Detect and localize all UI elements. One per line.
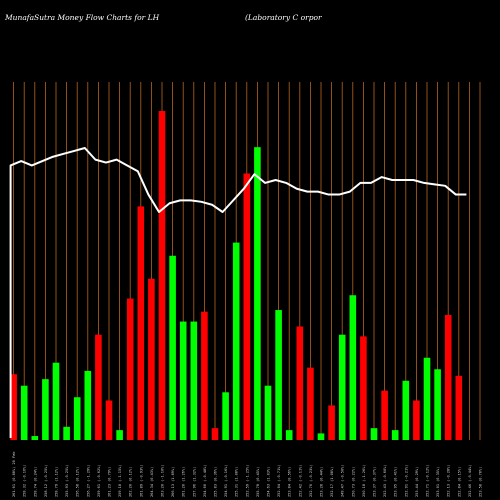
money-flow-bar bbox=[232, 242, 240, 440]
money-flow-bar bbox=[243, 173, 251, 440]
x-tick-label: 253.28 (0.44%) bbox=[320, 467, 324, 497]
x-tick-label: 264.34 (0.43%) bbox=[150, 467, 154, 497]
money-flow-bar bbox=[190, 321, 198, 440]
money-flow-bar bbox=[84, 370, 92, 440]
price-line-group bbox=[9, 147, 467, 438]
x-tick-label: 261.89 (-0.93%) bbox=[139, 465, 143, 497]
money-flow-bar bbox=[116, 430, 123, 440]
money-flow-bar bbox=[455, 375, 463, 440]
x-tick-label: 252.71 (-0.12%) bbox=[426, 465, 430, 497]
money-flow-bar bbox=[73, 397, 81, 440]
money-flow-bar bbox=[413, 400, 420, 440]
money-flow-bar bbox=[10, 374, 17, 440]
x-tick-label: 258.12 (-0.25%) bbox=[44, 465, 48, 497]
x-tick-label: 261.23 (0.79%) bbox=[108, 467, 112, 497]
money-flow-bar bbox=[349, 295, 357, 440]
x-tick-label: 255.31 (1.08%) bbox=[235, 467, 239, 497]
money-flow-bar bbox=[307, 367, 314, 440]
x-tick-label: 252.70 (-0.23%) bbox=[309, 465, 313, 497]
x-tick-label: 252.17 (1.08%) bbox=[330, 467, 334, 497]
x-tick-label: 249.47 (-0.50%) bbox=[341, 465, 345, 497]
x-tick-label: 262.20 (0.12%) bbox=[129, 467, 133, 497]
money-flow-bar bbox=[20, 385, 28, 440]
money-flow-bar bbox=[158, 111, 166, 440]
x-tick-label: 250.18 (-1.26%) bbox=[362, 465, 366, 497]
x-tick-label: 252.43 (-0.60%) bbox=[383, 465, 387, 497]
x-tick-label: 252.46 (-0.44%) bbox=[468, 465, 472, 497]
money-flow-bar bbox=[211, 428, 219, 440]
x-tick-label: 252.13 (-0.28%) bbox=[447, 465, 451, 497]
x-tick-label: 253.44 (0.29%) bbox=[415, 467, 419, 497]
x-tick-label: 252.91 (-0.21%) bbox=[404, 465, 408, 497]
money-flow-bar bbox=[285, 430, 293, 440]
money-flow-bar bbox=[296, 326, 304, 440]
money-flow-bar bbox=[264, 385, 272, 440]
money-flow-bar bbox=[137, 206, 145, 440]
money-flow-bar bbox=[31, 436, 39, 440]
money-flow-bar bbox=[42, 379, 49, 440]
x-tick-label: 266.13 (1.89%) bbox=[171, 467, 175, 497]
money-flow-bar bbox=[201, 311, 208, 440]
x-tick-label: 256.58 (0.12%) bbox=[76, 467, 80, 497]
x-tick-label: 255.78 (0.45%) bbox=[256, 467, 260, 497]
chart-title-company: (Laboratory C orpor bbox=[245, 13, 322, 22]
money-flow-bar bbox=[148, 278, 155, 440]
money-flow-bar bbox=[126, 298, 134, 440]
money-flow-bar bbox=[338, 334, 346, 440]
money-flow-bar bbox=[105, 400, 113, 440]
x-tick-label: 258.32 (-0.16%) bbox=[23, 465, 27, 497]
x-tick-label: 252.04 (-0.71%) bbox=[277, 465, 281, 497]
money-flow-bar bbox=[222, 392, 229, 440]
x-tick-label: 253.95 (0.41%) bbox=[394, 467, 398, 497]
x-tick-label: 261.20 (1.26%) bbox=[182, 467, 186, 497]
chart-title: MunafaSutra Money Flow Charts for LH bbox=[4, 13, 160, 22]
money-flow-bar bbox=[402, 380, 410, 440]
money-flow-bar bbox=[275, 310, 282, 440]
money-flow-bar bbox=[63, 426, 70, 440]
money-flow-bar bbox=[317, 433, 325, 440]
price-line bbox=[9, 147, 467, 438]
x-tick-label: 256.27 (-1.29%) bbox=[86, 465, 90, 497]
x-tick-label: 253.84 (0.56%) bbox=[288, 467, 292, 497]
money-flow-bar bbox=[95, 334, 102, 440]
x-tick-label: 259.61 (-0.62%) bbox=[97, 465, 101, 497]
x-tick-label: 259.18 (-1.15%) bbox=[118, 465, 122, 497]
x-tick-label: 250.73 (0.22%) bbox=[351, 467, 355, 497]
money-flow-bars bbox=[10, 111, 463, 440]
x-axis-tick-labels: 261.61 (0.88%) 20 Feb 258.32 (-0.16%) 258.… bbox=[12, 452, 482, 497]
x-tick-label: 253.58 (0.78%) bbox=[479, 467, 483, 497]
x-tick-label: 253.01 (0.35%) bbox=[436, 467, 440, 497]
x-tick-label: 252.84 (0.15%) bbox=[457, 467, 461, 497]
x-tick-label: 253.37 (0.37%) bbox=[373, 467, 377, 497]
x-tick-label: 252.59 (-1.25%) bbox=[245, 465, 249, 497]
money-flow-bar bbox=[423, 357, 431, 440]
x-tick-label: 255.83 (0.36%) bbox=[214, 467, 218, 497]
money-flow-bar bbox=[52, 362, 60, 440]
money-flow-bar bbox=[254, 147, 261, 440]
x-tick-label: 257.96 (1.32%) bbox=[192, 467, 196, 497]
x-tick-label: 254.60 (-0.48%) bbox=[203, 465, 207, 497]
x-tick-label: 252.42 (-0.11%) bbox=[298, 465, 302, 497]
money-flow-bar bbox=[434, 369, 441, 440]
money-flow-bar bbox=[179, 321, 187, 440]
x-tick-label: 255.93 (-0.25%) bbox=[65, 465, 69, 497]
money-flow-bar bbox=[391, 430, 399, 440]
money-flow-bar bbox=[370, 428, 378, 440]
money-flow-bar bbox=[444, 314, 452, 440]
money-flow-bar bbox=[328, 405, 335, 440]
x-tick-label: 254.91 (-0.16%) bbox=[224, 465, 228, 497]
money-flow-bar bbox=[360, 336, 367, 440]
x-tick-label: 258.79 (1.12%) bbox=[55, 467, 59, 497]
x-tick-label: 254.63 (1.03%) bbox=[267, 467, 271, 497]
money-flow-bar bbox=[381, 390, 388, 440]
x-tick-label: 261.61 (0.88%) 20 Feb bbox=[12, 452, 16, 497]
money-flow-bar bbox=[169, 255, 176, 440]
x-tick-label: 258.74 (0.24%) bbox=[33, 467, 37, 497]
x-tick-label: 263.20 (-1.10%) bbox=[161, 465, 165, 497]
